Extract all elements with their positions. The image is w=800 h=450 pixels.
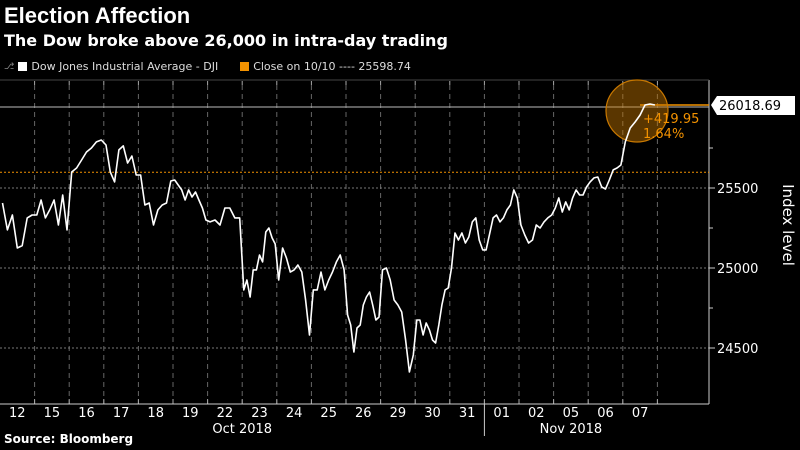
x-tick-label: 01	[493, 406, 510, 421]
x-tick-label: 22	[217, 406, 234, 421]
x-tick-label: 23	[251, 406, 268, 421]
legend-label-dji: Dow Jones Industrial Average - DJI	[31, 60, 219, 73]
chart-subtitle: The Dow broke above 26,000 in intra-day …	[4, 31, 448, 50]
x-tick-label: 02	[528, 406, 545, 421]
month-label-nov: Nov 2018	[540, 422, 603, 437]
x-tick-label: 15	[44, 406, 61, 421]
y-axis-label: Index level	[779, 184, 797, 266]
annotation-pct: 1.64%	[643, 127, 684, 142]
x-tick-label: 29	[390, 406, 407, 421]
x-tick-label: 18	[147, 406, 164, 421]
month-label-oct: Oct 2018	[212, 422, 272, 437]
series-line-dji	[1, 103, 656, 373]
last-value-badge	[711, 96, 795, 116]
highlight-circle	[605, 79, 669, 143]
x-tick-label: 19	[182, 406, 199, 421]
y-tick-label: 25000	[717, 262, 758, 277]
x-tick-label: 16	[78, 406, 95, 421]
x-tick-label: 07	[632, 406, 649, 421]
y-tick-label: 24500	[717, 342, 758, 357]
legend-toggle-icon[interactable]: ⎇	[4, 61, 15, 72]
source-note: Source: Bloomberg	[4, 432, 134, 446]
x-tick-label: 12	[9, 406, 26, 421]
legend-label-close: Close on 10/10 ---- 25598.74	[253, 60, 411, 73]
x-tick-label: 05	[563, 406, 580, 421]
legend-swatch-dji	[18, 62, 28, 71]
last-value-label: 26018.69	[719, 99, 781, 114]
x-tick-label: 24	[286, 406, 303, 421]
x-tick-label: 31	[459, 406, 476, 421]
y-tick-label: 25500	[717, 182, 758, 197]
x-tick-label: 25	[320, 406, 337, 421]
legend-swatch-close	[240, 62, 250, 71]
x-tick-label: 30	[424, 406, 441, 421]
chart-title: Election Affection	[4, 3, 191, 28]
legend: ⎇ Dow Jones Industrial Average - DJI Clo…	[4, 60, 411, 73]
x-tick-label: 06	[597, 406, 614, 421]
x-tick-label: 17	[113, 406, 130, 421]
annotation-change: +419.95	[643, 112, 699, 127]
x-tick-label: 26	[355, 406, 372, 421]
